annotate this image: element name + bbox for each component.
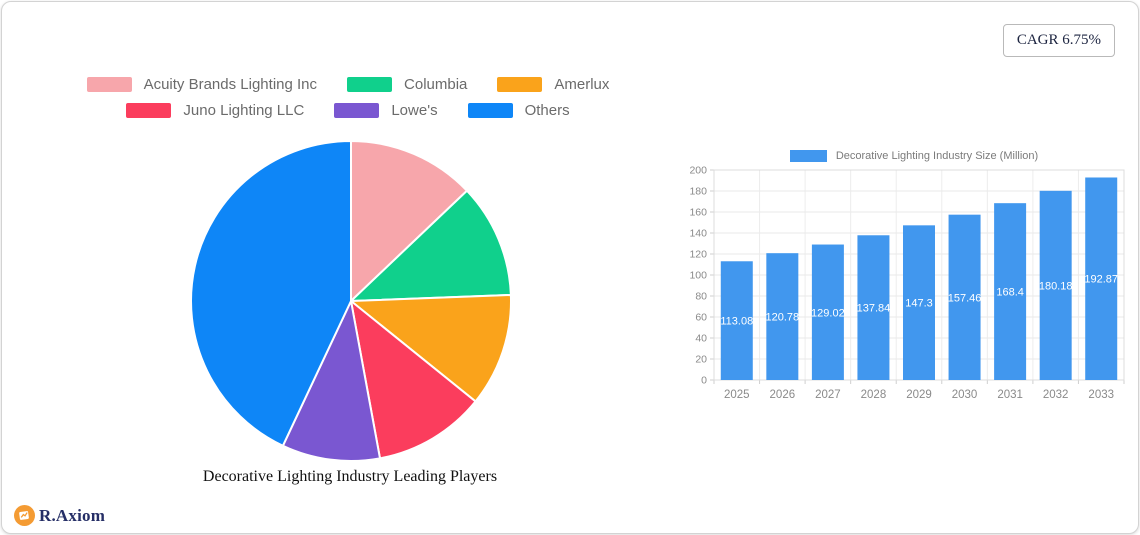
pie-legend-item-lowe-s[interactable]: Lowe's bbox=[334, 102, 438, 119]
x-axis-label: 2033 bbox=[1088, 389, 1114, 401]
pie-chart-title: Decorative Lighting Industry Leading Pla… bbox=[202, 468, 498, 485]
pie-chart bbox=[190, 140, 512, 462]
x-axis-label: 2032 bbox=[1043, 389, 1069, 401]
pie-legend: Acuity Brands Lighting Inc Columbia Amerlu… bbox=[38, 76, 658, 119]
legend-label: Lowe's bbox=[391, 102, 438, 119]
legend-label: Acuity Brands Lighting Inc bbox=[143, 76, 318, 93]
legend-swatch bbox=[86, 77, 132, 92]
y-axis-label: 200 bbox=[690, 165, 707, 177]
pie-slice-others[interactable] bbox=[190, 140, 352, 447]
bar-value-label: 129.02 bbox=[811, 307, 845, 319]
y-axis-label: 0 bbox=[701, 375, 707, 387]
legend-swatch bbox=[347, 77, 393, 92]
y-axis-label: 120 bbox=[690, 249, 707, 261]
pie-legend-item-columbia[interactable]: Columbia bbox=[347, 76, 467, 93]
x-axis-label: 2029 bbox=[906, 389, 932, 401]
y-axis-label: 80 bbox=[695, 291, 707, 303]
bar-2031[interactable] bbox=[994, 203, 1027, 380]
bar-legend-swatch bbox=[789, 150, 827, 162]
bar-chart: 0 20 40 60 80 100 120 140 160 180 200 113.08 2025 120… bbox=[690, 165, 1125, 401]
pie-legend-item-amerlux[interactable]: Amerlux bbox=[497, 76, 609, 93]
bar-value-label: 157.46 bbox=[948, 292, 982, 304]
pie-slice-columbia[interactable] bbox=[350, 189, 512, 302]
pie-slice-juno-lighting-llc[interactable] bbox=[350, 300, 477, 460]
bar-legend-label: Decorative Lighting Industry Size (Milli… bbox=[835, 150, 1039, 162]
pie-legend-row: Acuity Brands Lighting Inc Columbia Amerlu… bbox=[38, 76, 658, 93]
cagr-badge: CAGR 6.75% bbox=[1002, 24, 1115, 57]
pie-legend-item-acuity-brands-lighting-inc[interactable]: Acuity Brands Lighting Inc bbox=[86, 76, 318, 93]
bar-chart-panel: Decorative Lighting Industry Size (Milli… bbox=[690, 142, 1138, 418]
legend-label: Juno Lighting LLC bbox=[183, 102, 305, 119]
y-axis-label: 140 bbox=[690, 228, 707, 240]
pie-legend-item-juno-lighting-llc[interactable]: Juno Lighting LLC bbox=[126, 102, 304, 119]
pie-legend-row: Juno Lighting LLC Lowe's Others bbox=[38, 102, 658, 119]
legend-swatch bbox=[497, 77, 543, 92]
y-axis-label: 160 bbox=[690, 207, 707, 219]
bar-value-label: 192.87 bbox=[1084, 274, 1118, 286]
legend-label: Others bbox=[524, 102, 570, 119]
bar-value-label: 113.08 bbox=[720, 316, 753, 328]
legend-label: Columbia bbox=[404, 76, 468, 93]
pie-legend-item-others[interactable]: Others bbox=[467, 102, 570, 119]
bar-2030[interactable] bbox=[948, 214, 981, 380]
bar-2032[interactable] bbox=[1039, 190, 1072, 380]
x-axis-label: 2026 bbox=[770, 389, 796, 401]
x-axis-label: 2028 bbox=[861, 389, 887, 401]
x-axis-label: 2025 bbox=[724, 389, 750, 401]
bar-2026[interactable] bbox=[766, 253, 799, 380]
x-axis-label: 2027 bbox=[815, 389, 841, 401]
y-axis-label: 60 bbox=[695, 312, 707, 324]
y-axis-label: 20 bbox=[695, 354, 707, 366]
x-axis-label: 2030 bbox=[952, 389, 978, 401]
bar-legend-item[interactable]: Decorative Lighting Industry Size (Milli… bbox=[690, 150, 1138, 162]
bar-2027[interactable] bbox=[811, 244, 844, 380]
legend-label: Amerlux bbox=[554, 76, 610, 93]
bar-value-label: 120.78 bbox=[766, 312, 800, 324]
bar-value-label: 180.18 bbox=[1039, 280, 1073, 292]
y-axis-label: 40 bbox=[695, 333, 707, 345]
bar-2029[interactable] bbox=[903, 225, 935, 380]
brand-logo: R.Axiom bbox=[14, 505, 105, 526]
legend-swatch bbox=[126, 103, 172, 118]
bar-value-label: 168.4 bbox=[996, 287, 1024, 299]
bar-value-label: 137.84 bbox=[857, 303, 891, 315]
legend-swatch bbox=[334, 103, 380, 118]
pie-slice-lowe-s[interactable] bbox=[281, 300, 381, 462]
brand-logo-icon bbox=[14, 505, 35, 526]
y-axis-label: 180 bbox=[690, 186, 707, 198]
bar-2025[interactable] bbox=[720, 261, 753, 380]
pie-slice-amerlux[interactable] bbox=[350, 293, 512, 403]
brand-logo-text: R.Axiom bbox=[39, 505, 106, 525]
bar-2028[interactable] bbox=[857, 235, 890, 380]
bar-2033[interactable] bbox=[1085, 177, 1118, 380]
y-axis-label: 100 bbox=[690, 270, 707, 282]
legend-swatch bbox=[467, 103, 513, 118]
x-axis-label: 2031 bbox=[997, 389, 1023, 401]
pie-slice-acuity-brands-lighting-inc[interactable] bbox=[350, 140, 468, 302]
bar-value-label: 147.3 bbox=[905, 298, 933, 310]
